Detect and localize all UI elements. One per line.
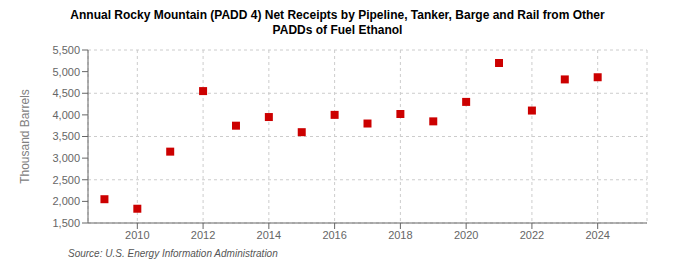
svg-text:2014: 2014: [257, 229, 281, 241]
svg-text:2,500: 2,500: [52, 174, 80, 186]
svg-text:3,000: 3,000: [52, 152, 80, 164]
svg-text:2010: 2010: [125, 229, 149, 241]
svg-text:Thousand Barrels: Thousand Barrels: [18, 89, 32, 184]
svg-text:4,500: 4,500: [52, 87, 80, 99]
svg-text:3,500: 3,500: [52, 130, 80, 142]
svg-text:1,500: 1,500: [52, 217, 80, 229]
svg-text:5,500: 5,500: [52, 44, 80, 56]
html-text:PADDs of Fuel Ethanol: PADDs of Fuel Ethanol: [272, 23, 403, 37]
svg-text:2018: 2018: [388, 229, 412, 241]
svg-text:2016: 2016: [322, 229, 346, 241]
svg-text:2012: 2012: [191, 229, 215, 241]
html-text:Source: U.S. Energy Informatio: Source: U.S. Energy Information Administ…: [68, 248, 278, 259]
svg-text:2,000: 2,000: [52, 195, 80, 207]
svg-text:5,000: 5,000: [52, 66, 80, 78]
svg-text:2022: 2022: [520, 229, 544, 241]
svg-text:2020: 2020: [454, 229, 478, 241]
svg-text:4,000: 4,000: [52, 109, 80, 121]
html-text:Annual Rocky Mountain (PADD 4): Annual Rocky Mountain (PADD 4) Net Recei…: [70, 8, 605, 22]
svg-text:2024: 2024: [585, 229, 609, 241]
